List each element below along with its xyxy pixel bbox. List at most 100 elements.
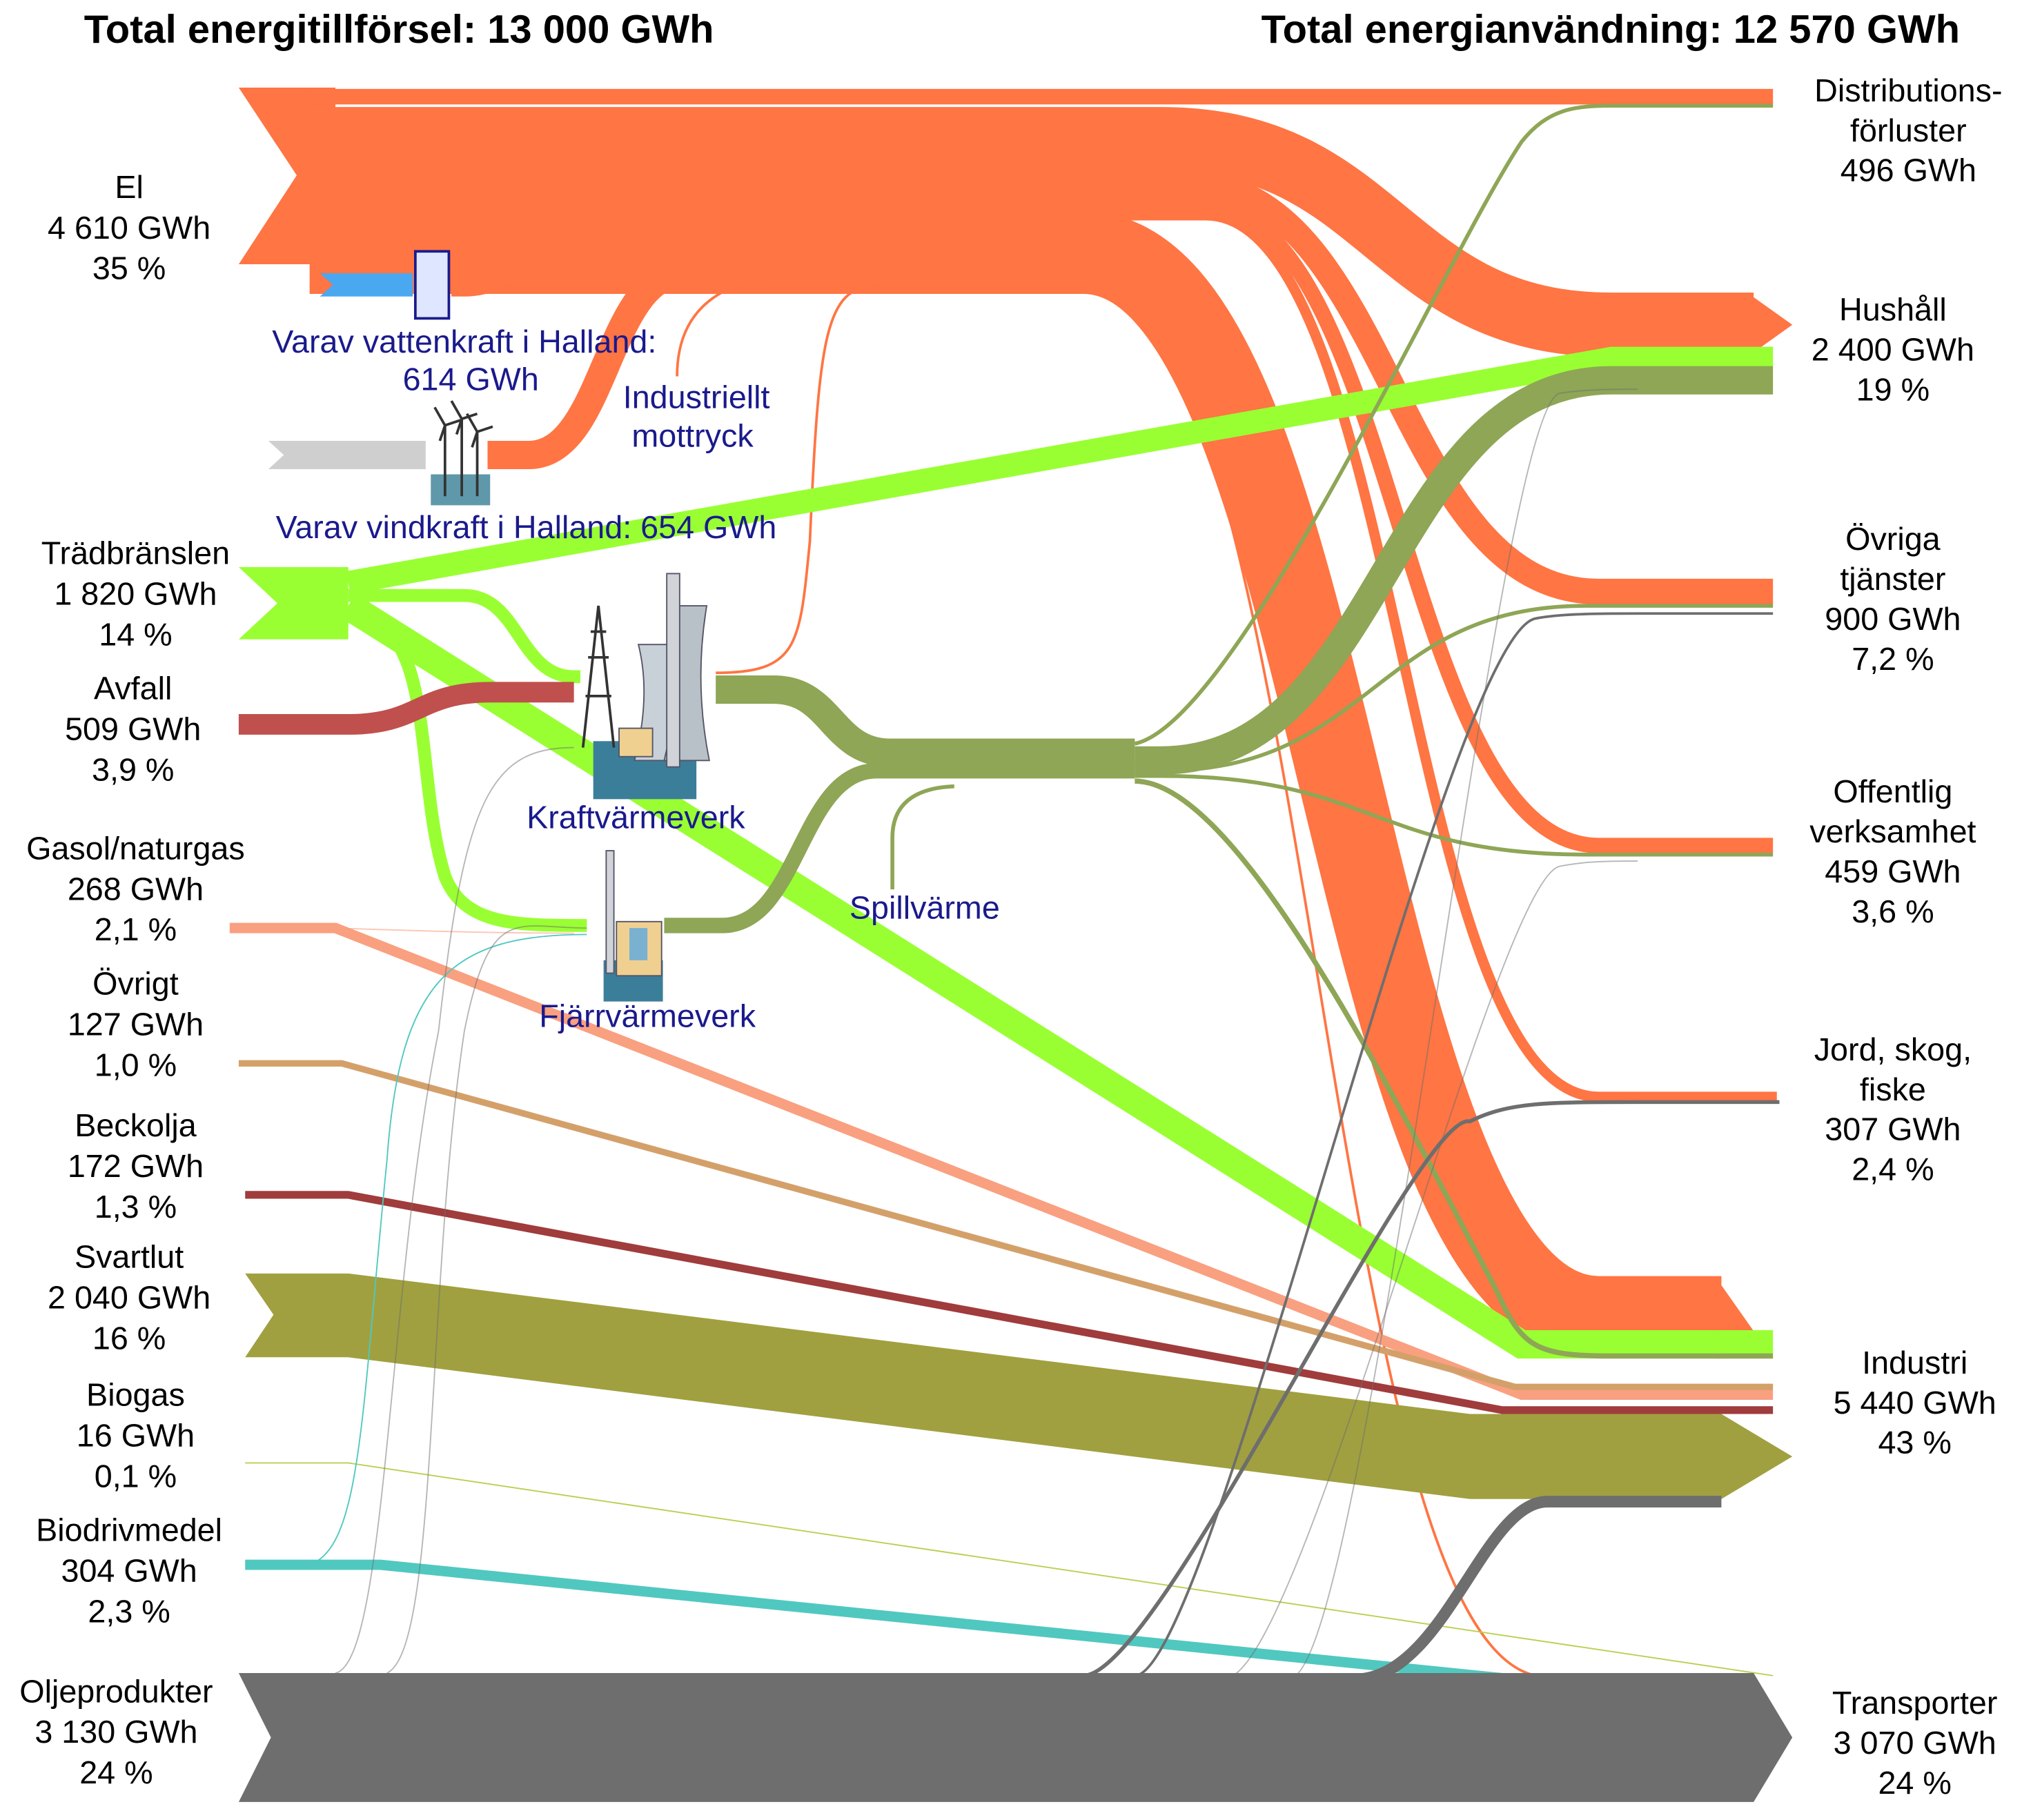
source-label: 3,9 % xyxy=(92,751,174,787)
backpressure-note: mottryck xyxy=(631,418,754,454)
source-label: 304 GWh xyxy=(61,1553,197,1589)
source-label: Trädbränslen xyxy=(41,535,230,571)
source-label: 16 GWh xyxy=(77,1417,195,1453)
use-label: 24 % xyxy=(1878,1765,1951,1801)
source-label: 4 610 GWh xyxy=(48,210,210,246)
hydro-note: Varav vattenkraft i Halland: xyxy=(272,324,656,359)
flow xyxy=(664,763,1135,933)
source-label: 35 % xyxy=(92,250,166,286)
flow xyxy=(309,210,1777,1102)
flow xyxy=(1225,860,1638,1679)
wind-icon xyxy=(431,400,493,506)
flow xyxy=(1135,604,1774,773)
source-label: 1 820 GWh xyxy=(54,575,217,611)
source-label: 509 GWh xyxy=(65,711,201,747)
flow xyxy=(1135,773,1774,857)
flow xyxy=(309,107,1754,357)
flow xyxy=(1353,1496,1722,1685)
source-label: 14 % xyxy=(99,616,172,652)
use-label: 3,6 % xyxy=(1852,893,1934,929)
source-label: 2,3 % xyxy=(88,1593,170,1629)
source-label: 268 GWh xyxy=(68,871,204,907)
title-supply: Total energitillförsel: 13 000 GWh xyxy=(84,8,714,52)
source-label: 0,1 % xyxy=(95,1458,177,1494)
flow xyxy=(229,922,1774,1400)
waste-heat-note: Spillvärme xyxy=(850,889,1000,925)
flows xyxy=(229,88,1793,1802)
use-label: 307 GWh xyxy=(1825,1111,1961,1147)
source-label: Övrigt xyxy=(92,966,179,1002)
source-label: Avfall xyxy=(94,671,172,706)
use-label: 7,2 % xyxy=(1852,641,1934,677)
building xyxy=(618,727,654,758)
source-arrow xyxy=(238,567,349,640)
source-label: 24 % xyxy=(79,1754,153,1790)
chp-icon xyxy=(581,573,710,800)
flow xyxy=(348,609,587,932)
source-arrow xyxy=(238,1673,1793,1802)
backpressure-note: Industriellt xyxy=(623,379,770,415)
dh-note: Fjärrvärmeverk xyxy=(539,998,756,1033)
chimney xyxy=(605,850,615,974)
windows xyxy=(629,928,648,960)
hydro-note: 614 GWh xyxy=(403,361,539,397)
flow xyxy=(340,593,1774,1359)
icons xyxy=(268,250,710,1002)
use-label: 2,4 % xyxy=(1852,1151,1934,1187)
use-label: 2 400 GWh xyxy=(1812,331,1974,367)
source-label: El xyxy=(115,169,144,205)
wind-arrow xyxy=(268,440,426,470)
flow xyxy=(309,933,587,1565)
source-label: Biodrivmedel xyxy=(36,1512,222,1548)
use-label: 900 GWh xyxy=(1825,601,1961,637)
flow xyxy=(716,675,1135,767)
use-label: verksamhet xyxy=(1809,813,1976,849)
use-label: 459 GWh xyxy=(1825,853,1961,889)
use-label: tjänster xyxy=(1840,561,1945,597)
hydro-icon xyxy=(413,250,451,320)
flow xyxy=(1289,388,1638,1679)
flow xyxy=(245,1191,1774,1414)
source-label: 1,0 % xyxy=(95,1047,177,1082)
flow xyxy=(309,211,1722,1359)
flow xyxy=(335,927,574,934)
source-label: 172 GWh xyxy=(68,1148,204,1184)
arrow-head xyxy=(1747,293,1793,357)
flow xyxy=(451,230,645,297)
source-label: Beckolja xyxy=(75,1107,197,1143)
flow xyxy=(386,925,587,1674)
turbine-blades xyxy=(433,400,493,448)
use-label: förluster xyxy=(1850,112,1967,148)
use-label: 43 % xyxy=(1878,1425,1951,1461)
use-label: 496 GWh xyxy=(1841,152,1976,188)
source-label: 2 040 GWh xyxy=(48,1279,210,1315)
flow xyxy=(676,269,800,377)
source-label: Oljeprodukter xyxy=(19,1673,213,1709)
use-label: Industri xyxy=(1862,1345,1967,1381)
use-label: Distributions- xyxy=(1814,72,2002,108)
source-label: 3 130 GWh xyxy=(35,1714,197,1750)
source-label: 2,1 % xyxy=(95,911,177,947)
dh-icon xyxy=(603,850,663,1002)
use-label: Hushåll xyxy=(1839,291,1947,327)
flow xyxy=(238,682,574,735)
flow xyxy=(309,284,1754,1679)
source-label: Gasol/naturgas xyxy=(26,830,245,866)
use-label: Transporter xyxy=(1832,1685,1998,1721)
source-label: Biogas xyxy=(86,1377,185,1413)
flow xyxy=(245,1559,1754,1688)
source-label: 1,3 % xyxy=(95,1189,177,1225)
flow xyxy=(238,1060,1774,1390)
flow xyxy=(1135,612,1774,1677)
flow xyxy=(1083,1100,1780,1678)
hydro-arrow xyxy=(320,273,413,297)
pylon xyxy=(581,605,616,748)
flow xyxy=(890,784,954,890)
wind-note: Varav vindkraft i Halland: 654 GWh xyxy=(276,509,777,545)
labels: Total energitillförsel: 13 000 GWh Total … xyxy=(19,8,2002,1801)
use-label: Offentlig xyxy=(1833,773,1952,809)
source-label: 127 GWh xyxy=(68,1006,204,1042)
use-label: 5 440 GWh xyxy=(1834,1385,1996,1421)
source-label: Svartlut xyxy=(75,1239,184,1275)
